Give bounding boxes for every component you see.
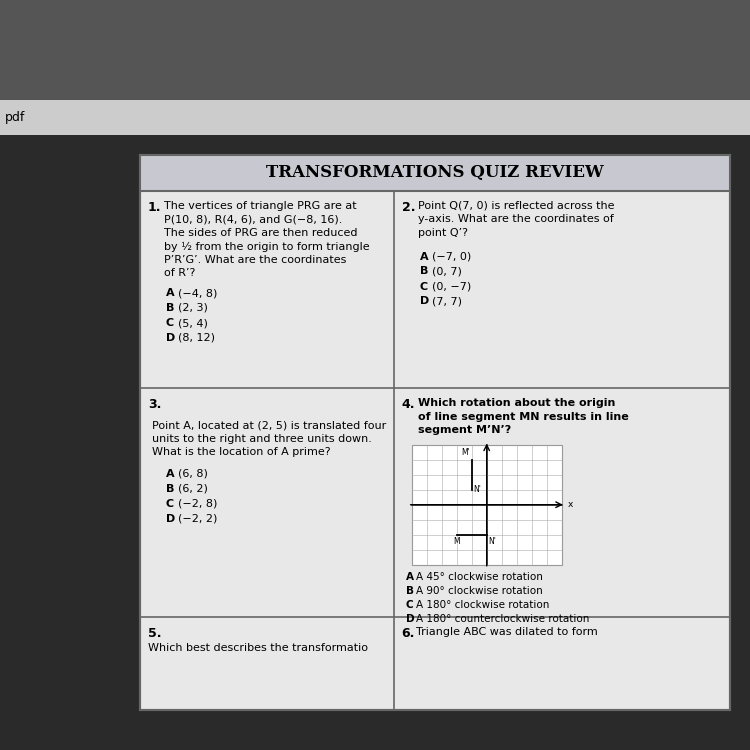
Text: 6.: 6. [402, 626, 415, 640]
Text: pdf: pdf [5, 112, 26, 125]
Text: of R’?: of R’? [164, 268, 195, 278]
Text: Which best describes the transformatio: Which best describes the transformatio [148, 643, 368, 652]
Text: D: D [166, 514, 176, 523]
Text: D: D [166, 333, 176, 343]
Text: B: B [420, 266, 428, 277]
Text: A 45° clockwise rotation: A 45° clockwise rotation [416, 572, 542, 582]
Text: B: B [406, 586, 414, 596]
Text: y-axis. What are the coordinates of: y-axis. What are the coordinates of [418, 214, 614, 224]
Bar [0, 100, 750, 135]
Text: N': N' [474, 485, 482, 494]
Text: A: A [406, 572, 414, 582]
Bar [140, 155, 730, 710]
Bar [0, 0, 750, 130]
Text: (−2, 2): (−2, 2) [178, 514, 218, 523]
Text: Point A, located at (2, 5) is translated four: Point A, located at (2, 5) is translated… [152, 420, 386, 430]
Text: Point Q(7, 0) is reflected across the: Point Q(7, 0) is reflected across the [418, 201, 614, 211]
Text: D: D [406, 614, 414, 624]
Text: C: C [166, 318, 174, 328]
Text: The vertices of triangle PRG are at: The vertices of triangle PRG are at [164, 201, 357, 211]
Text: A: A [166, 469, 175, 478]
Text: A 90° clockwise rotation: A 90° clockwise rotation [416, 586, 542, 596]
Text: units to the right and three units down.: units to the right and three units down. [152, 433, 372, 444]
Text: The sides of PRG are then reduced: The sides of PRG are then reduced [164, 228, 358, 238]
Text: N': N' [489, 537, 496, 546]
Text: (0, 7): (0, 7) [432, 266, 461, 277]
Text: (5, 4): (5, 4) [178, 318, 208, 328]
Text: point Q’?: point Q’? [418, 228, 468, 238]
Text: A 180° clockwise rotation: A 180° clockwise rotation [416, 600, 549, 610]
Text: (8, 12): (8, 12) [178, 333, 215, 343]
Text: (6, 2): (6, 2) [178, 484, 208, 494]
Text: B: B [166, 303, 174, 313]
Text: (2, 3): (2, 3) [178, 303, 208, 313]
Text: by ½ from the origin to form triangle: by ½ from the origin to form triangle [164, 242, 370, 251]
Text: 1.: 1. [148, 201, 161, 214]
Text: A: A [166, 288, 175, 298]
Text: (−4, 8): (−4, 8) [178, 288, 218, 298]
Text: of line segment MN results in line: of line segment MN results in line [418, 412, 628, 422]
Text: B: B [166, 484, 174, 494]
Text: (6, 8): (6, 8) [178, 469, 208, 478]
Bar [140, 155, 730, 191]
Text: What is the location of A prime?: What is the location of A prime? [152, 447, 331, 458]
Text: (0, −7): (0, −7) [432, 281, 471, 292]
Text: M': M' [461, 448, 470, 457]
Text: Triangle ABC was dilated to form: Triangle ABC was dilated to form [416, 626, 598, 637]
Text: (−7, 0): (−7, 0) [432, 251, 471, 262]
Text: 5.: 5. [148, 626, 161, 640]
Text: TRANSFORMATIONS QUIZ REVIEW: TRANSFORMATIONS QUIZ REVIEW [266, 164, 604, 182]
Text: C: C [420, 281, 428, 292]
Text: 3.: 3. [148, 398, 161, 411]
Bar [412, 445, 562, 565]
Text: C: C [406, 600, 413, 610]
Text: (−2, 8): (−2, 8) [178, 499, 218, 508]
Text: (7, 7): (7, 7) [432, 296, 462, 307]
Text: Which rotation about the origin: Which rotation about the origin [418, 398, 615, 408]
Text: P’R’G’. What are the coordinates: P’R’G’. What are the coordinates [164, 255, 346, 265]
Text: D: D [420, 296, 429, 307]
Text: M: M [454, 537, 460, 546]
Text: x: x [568, 500, 573, 509]
Text: 2.: 2. [402, 201, 416, 214]
Text: segment M’N’?: segment M’N’? [418, 425, 511, 435]
Text: A: A [420, 251, 428, 262]
Text: P(10, 8), R(4, 6), and G(−8, 16).: P(10, 8), R(4, 6), and G(−8, 16). [164, 214, 342, 224]
Text: C: C [166, 499, 174, 508]
Text: A 180° counterclockwise rotation: A 180° counterclockwise rotation [416, 614, 589, 624]
Text: 4.: 4. [402, 398, 416, 411]
